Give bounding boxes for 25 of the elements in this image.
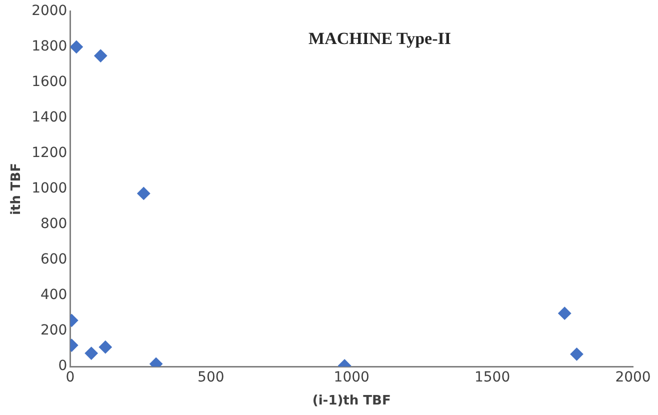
y-tick-label: 1600 (32, 74, 68, 90)
y-tick-label: 1400 (32, 110, 68, 126)
x-tick-label: 2000 (615, 370, 651, 386)
point (98, 340, 112, 354)
text: MACHINE Type-II (308, 28, 452, 48)
y-tick-label: 2000 (32, 3, 68, 20)
point (70, 40, 83, 54)
point (570, 348, 584, 361)
y-tick-label: 800 (40, 216, 68, 232)
y-tick-label: 1800 (32, 38, 68, 55)
point (137, 186, 150, 200)
point (94, 49, 108, 62)
point (558, 306, 572, 320)
y-tick-label: 200 (40, 322, 68, 339)
y-axis-title: ith TBF (9, 162, 24, 216)
y-tick-label: 400 (40, 287, 68, 304)
x-tick-label: 1000 (334, 370, 370, 386)
y-tick-label: 0 (58, 358, 68, 374)
y-tick-label: 1200 (32, 145, 68, 162)
x-tick-label: 500 (198, 370, 224, 386)
x-tick-label: 1500 (474, 370, 510, 386)
y-tick-label: 1000 (32, 180, 68, 197)
point (84, 346, 98, 360)
y-tick-label: 600 (40, 252, 68, 268)
x-axis-title: (i-1)th TBF (312, 394, 391, 409)
